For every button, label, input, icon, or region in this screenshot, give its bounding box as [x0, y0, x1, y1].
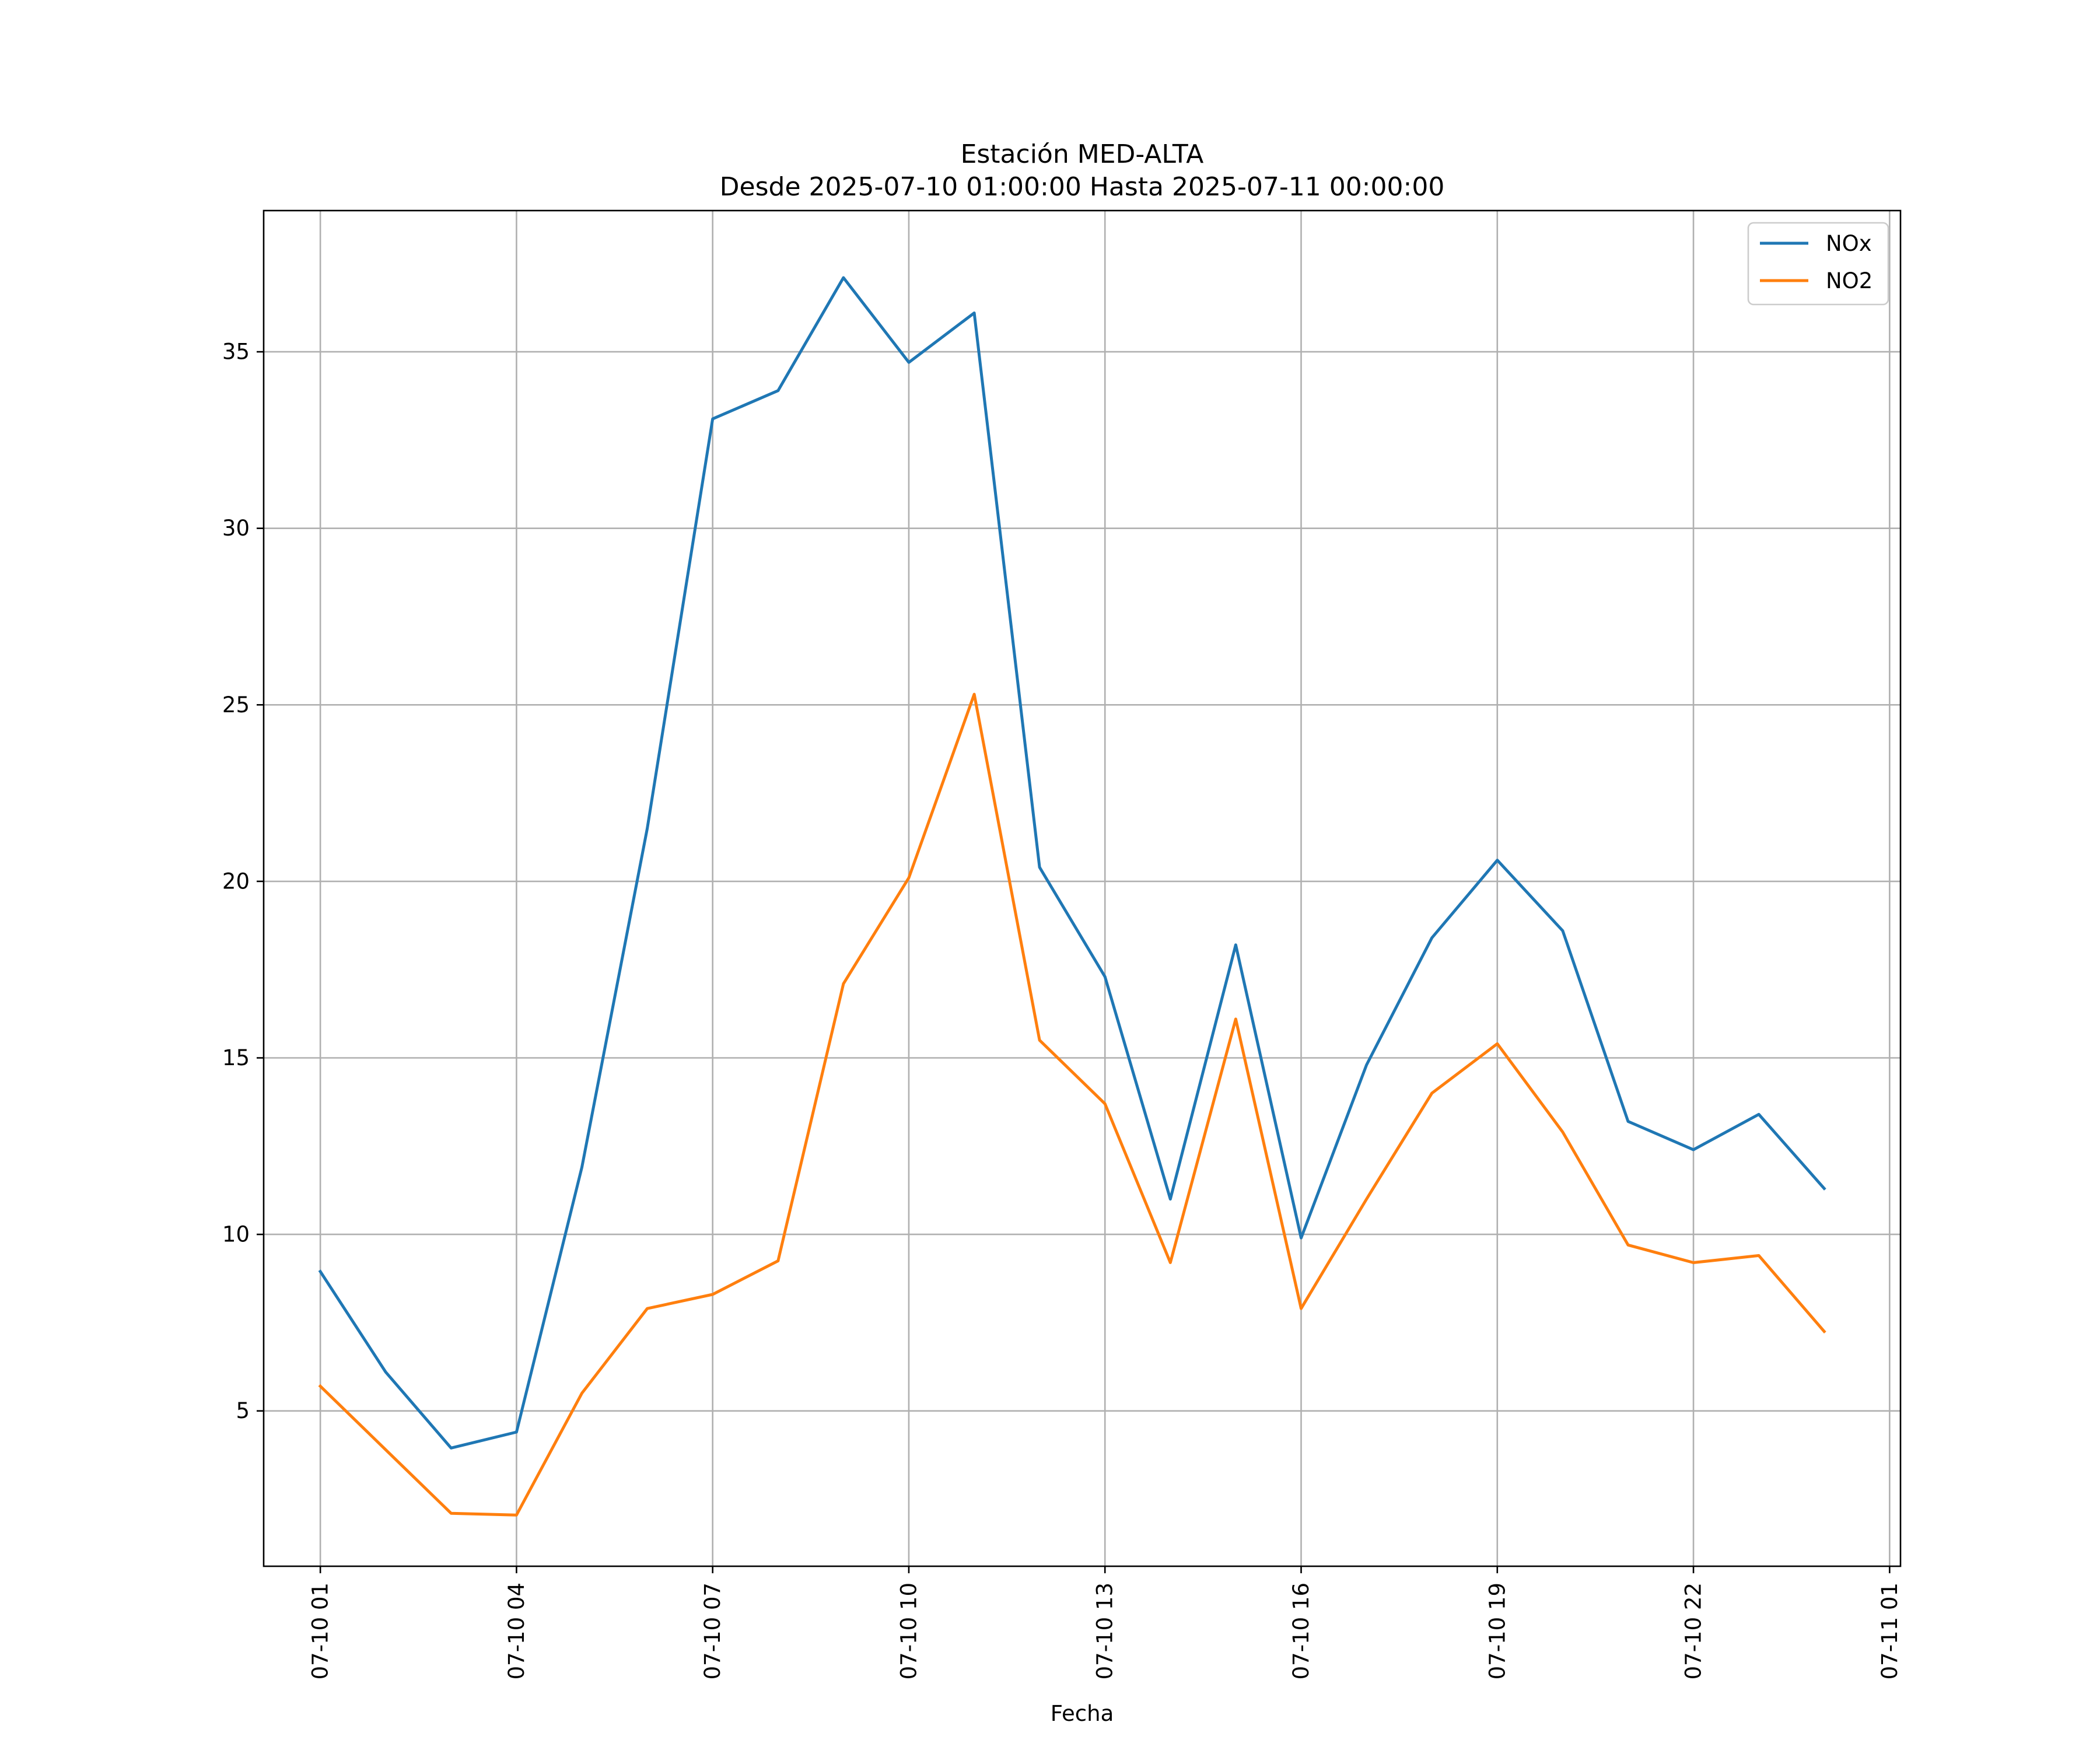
y-tick-label: 30 — [222, 516, 250, 541]
chart-subtitle: Desde 2025-07-10 01:00:00 Hasta 2025-07-… — [720, 172, 1445, 202]
x-tick-label: 07-10 13 — [1093, 1583, 1118, 1679]
x-tick-label: 07-10 22 — [1681, 1583, 1706, 1679]
y-tick-label: 35 — [222, 340, 250, 365]
legend-label-no2: NO2 — [1826, 268, 1873, 293]
grid-lines — [264, 211, 1901, 1566]
legend: NOx NO2 — [1747, 222, 1889, 306]
x-tick-label: 07-10 07 — [700, 1583, 725, 1679]
series-line-nox — [318, 276, 1826, 1450]
x-axis-label: Fecha — [1051, 1701, 1114, 1726]
y-tick-label: 10 — [222, 1222, 250, 1247]
x-tick-label: 07-10 01 — [308, 1583, 333, 1679]
y-tick-label: 15 — [222, 1045, 250, 1070]
x-tick-label: 07-10 19 — [1485, 1583, 1510, 1679]
x-tick-label: 07-10 16 — [1289, 1583, 1314, 1679]
y-tick-label: 20 — [222, 869, 250, 894]
x-tick-label: 07-10 04 — [504, 1583, 529, 1679]
chart-title: Estación MED-ALTA — [961, 139, 1204, 169]
plot-frame — [262, 209, 1902, 1567]
data-series — [318, 276, 1826, 1517]
x-tick-label: 07-10 10 — [896, 1583, 921, 1679]
y-axis: 5 10 15 20 25 30 35 — [222, 340, 264, 1423]
y-tick-label: 25 — [222, 692, 250, 718]
x-tick-label: 07-11 01 — [1877, 1583, 1902, 1679]
series-line-no2 — [318, 692, 1826, 1517]
x-axis: 07-10 01 07-10 04 07-10 07 07-10 10 07-10 13… — [308, 1566, 1902, 1679]
y-tick-label: 5 — [236, 1398, 250, 1423]
legend-label-nox: NOx — [1826, 231, 1872, 256]
